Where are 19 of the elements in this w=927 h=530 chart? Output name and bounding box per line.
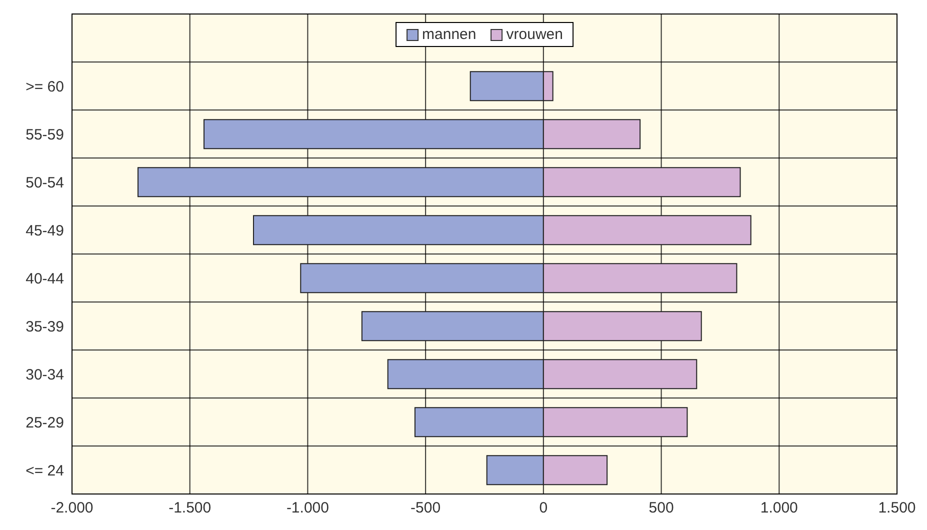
x-tick-label: -1.500 <box>168 500 212 517</box>
x-tick-label: -1.000 <box>286 500 329 517</box>
y-tick-label: 45-49 <box>26 222 64 240</box>
x-tick-label: 1.500 <box>878 500 916 517</box>
y-tick-label: 55-59 <box>26 126 64 144</box>
x-tick-label: 0 <box>539 500 548 517</box>
x-tick-label: 500 <box>648 500 674 517</box>
legend-label: vrouwen <box>506 26 563 43</box>
y-tick-label: 35-39 <box>26 318 64 336</box>
y-tick-label: 50-54 <box>26 174 64 192</box>
legend-label: mannen <box>422 26 476 43</box>
y-tick-label: >= 60 <box>26 78 64 96</box>
x-tick-label: -2.000 <box>50 500 94 517</box>
y-tick-label: 25-29 <box>26 414 64 432</box>
x-tick-label: -500 <box>410 500 441 517</box>
x-tick-label: 1.000 <box>760 500 798 517</box>
y-tick-label: <= 24 <box>26 462 64 480</box>
y-tick-label: 40-44 <box>26 270 64 288</box>
y-tick-label: 30-34 <box>26 366 64 384</box>
